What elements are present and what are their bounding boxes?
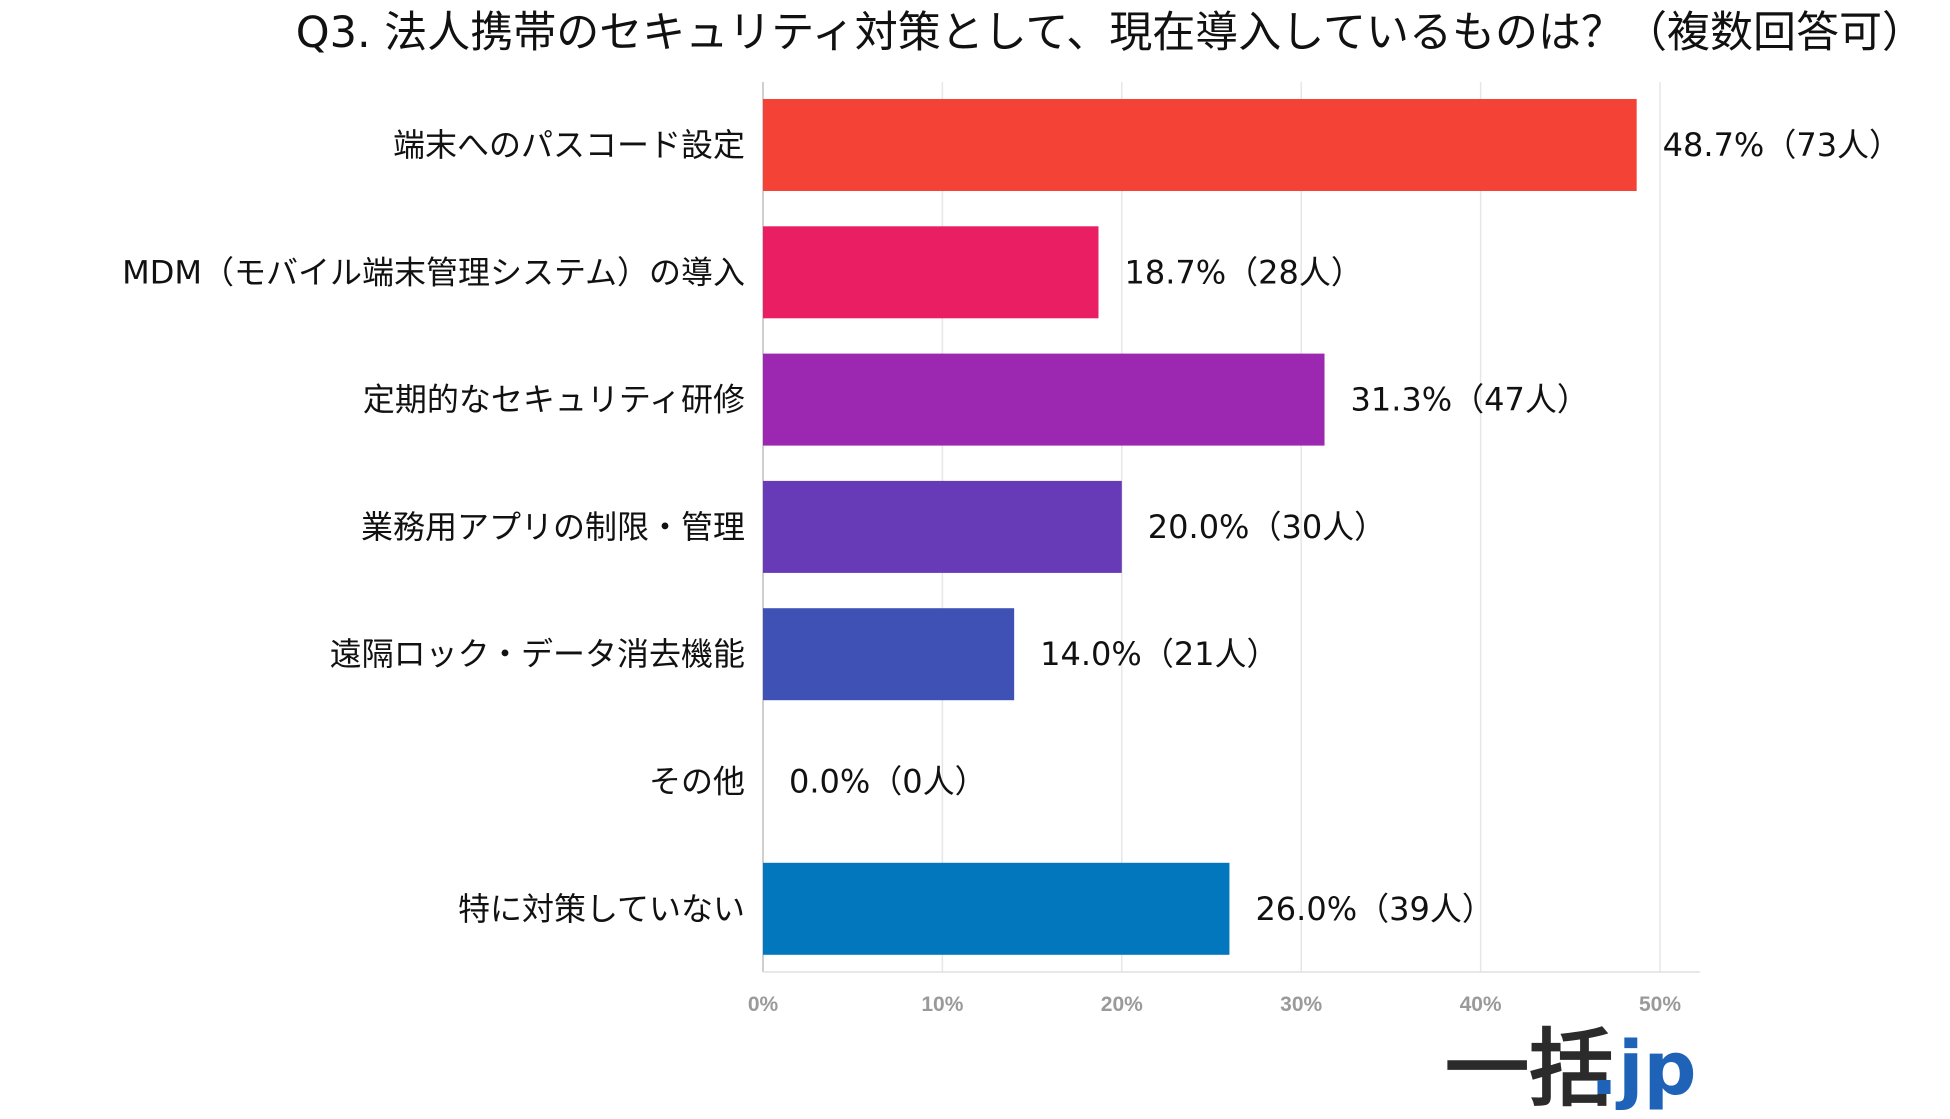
category-label: 特に対策していない <box>458 890 745 928</box>
bar <box>763 99 1637 191</box>
category-label: 遠隔ロック・データ消去機能 <box>330 635 745 673</box>
x-tick-label: 20% <box>1101 993 1143 1016</box>
x-tick-label: 50% <box>1639 993 1681 1016</box>
logo-main-text: 一括 <box>1445 1020 1613 1118</box>
data-label: 14.0%（21人） <box>1040 635 1278 673</box>
category-label: MDM（モバイル端末管理システム）の導入 <box>122 253 745 291</box>
x-tick-label: 0% <box>748 993 779 1016</box>
x-tick-label: 10% <box>921 993 963 1016</box>
data-label: 18.7%（28人） <box>1124 253 1362 291</box>
chart-title: Q3. 法人携帯のセキュリティ対策として、現在導入しているものは？（複数回答可） <box>296 8 1925 58</box>
category-label: 業務用アプリの制限・管理 <box>361 508 745 546</box>
category-label-layer: 端末へのパスコード設定 MDM（モバイル端末管理システム）の導入定期的なセキュリテ… <box>122 126 745 928</box>
data-label: 48.7%（73人） <box>1663 126 1901 164</box>
logo-suffix-text: .jp <box>1590 1026 1696 1112</box>
bar <box>763 608 1015 701</box>
data-label: 26.0%（39人） <box>1255 890 1493 928</box>
bar <box>763 862 1230 955</box>
category-label: その他 <box>649 763 745 801</box>
data-label: 20.0%（30人） <box>1148 508 1386 546</box>
category-label: 端末へのパスコード設定 <box>393 126 745 164</box>
ikkatsu-jp-logo: 一括 .jp <box>1445 1020 1696 1118</box>
x-axis-tick-layer: 0% 10% 20% 30% 40% 50% <box>748 993 1682 1016</box>
data-label: 31.3%（47人） <box>1351 381 1589 419</box>
bar <box>763 480 1122 573</box>
data-label-layer: 48.7%（73人） 18.7%（28人） 31.3%（47人） 20.0%（30人）… <box>789 126 1901 928</box>
data-label: 0.0%（0人） <box>789 763 987 801</box>
category-label: 定期的なセキュリティ研修 <box>363 381 745 419</box>
bar <box>763 353 1325 446</box>
x-tick-label: 30% <box>1280 993 1322 1016</box>
bar-layer <box>763 99 1637 955</box>
bar <box>763 226 1099 319</box>
x-tick-label: 40% <box>1460 993 1502 1016</box>
